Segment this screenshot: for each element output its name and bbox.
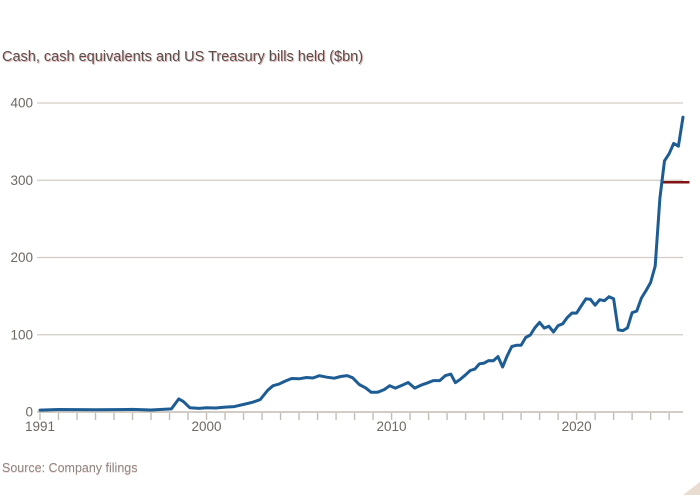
x-axis-label: 2000 [192, 419, 222, 434]
cash-line [38, 115, 685, 412]
x-axis-label: 2020 [562, 419, 592, 434]
y-axis-label: 100 [10, 327, 33, 342]
y-axis-label: 300 [10, 173, 33, 188]
expand-corner-triangle-icon[interactable] [683, 482, 700, 495]
y-axis-label: 200 [10, 250, 33, 265]
source-note: Source: Company filings [2, 461, 138, 475]
chart-title: Cash, cash equivalents and US Treasury b… [2, 49, 364, 65]
y-axis-label: 0 [25, 405, 33, 420]
y-axis-label: 400 [10, 96, 33, 111]
x-axis-label: 1991 [25, 419, 55, 434]
x-axis-label: 2010 [377, 419, 407, 434]
